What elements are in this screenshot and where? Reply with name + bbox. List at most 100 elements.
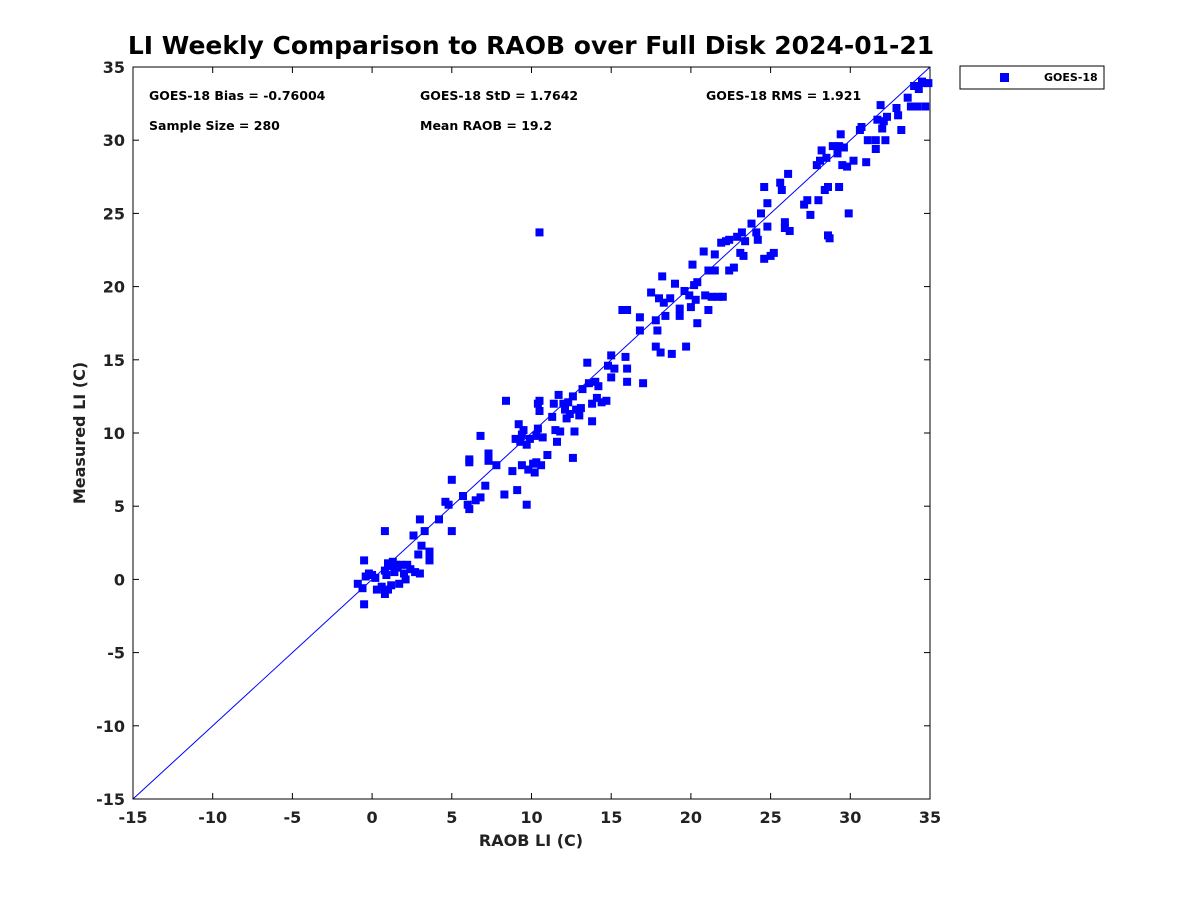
data-point bbox=[414, 551, 422, 559]
data-point bbox=[636, 313, 644, 321]
data-point bbox=[536, 407, 544, 415]
data-point bbox=[894, 111, 902, 119]
data-point bbox=[387, 581, 395, 589]
data-point bbox=[741, 237, 749, 245]
data-point bbox=[513, 486, 521, 494]
data-point bbox=[752, 228, 760, 236]
stat-sample-size: Sample Size = 280 bbox=[149, 118, 280, 133]
data-point bbox=[924, 79, 932, 87]
data-point bbox=[676, 305, 684, 313]
x-tick-label: -15 bbox=[119, 808, 148, 827]
data-point bbox=[485, 450, 493, 458]
stat-rms: GOES-18 RMS = 1.921 bbox=[706, 88, 861, 103]
y-tick-label: -15 bbox=[96, 790, 125, 809]
data-point bbox=[502, 397, 510, 405]
data-point bbox=[534, 425, 542, 433]
data-point bbox=[536, 228, 544, 236]
y-tick-label: -5 bbox=[107, 644, 125, 663]
y-axis-label: Measured LI (C) bbox=[70, 362, 89, 504]
data-point bbox=[550, 400, 558, 408]
legend: GOES-18 bbox=[960, 66, 1104, 89]
data-point bbox=[700, 248, 708, 256]
data-point bbox=[676, 312, 684, 320]
data-point bbox=[531, 469, 539, 477]
stat-mean-raob: Mean RAOB = 19.2 bbox=[420, 118, 552, 133]
data-point bbox=[778, 186, 786, 194]
data-point bbox=[623, 365, 631, 373]
data-point bbox=[738, 228, 746, 236]
data-point bbox=[520, 426, 528, 434]
data-point bbox=[693, 319, 701, 327]
data-point bbox=[575, 411, 583, 419]
data-point bbox=[539, 433, 547, 441]
data-point bbox=[692, 296, 700, 304]
data-point bbox=[381, 527, 389, 535]
data-point bbox=[577, 404, 585, 412]
data-point bbox=[657, 349, 665, 357]
data-points bbox=[354, 78, 933, 609]
x-tick-label: 5 bbox=[446, 808, 457, 827]
data-point bbox=[689, 261, 697, 269]
chart-title: LI Weekly Comparison to RAOB over Full D… bbox=[128, 31, 934, 60]
stat-bias: GOES-18 Bias = -0.76004 bbox=[149, 88, 326, 103]
data-point bbox=[845, 209, 853, 217]
data-point bbox=[418, 542, 426, 550]
data-point bbox=[725, 236, 733, 244]
x-axis-label: RAOB LI (C) bbox=[479, 831, 583, 850]
data-point bbox=[548, 413, 556, 421]
data-point bbox=[921, 103, 929, 111]
data-point bbox=[647, 289, 655, 297]
data-point bbox=[711, 250, 719, 258]
y-axis-ticks: -15-10-505101520253035 bbox=[96, 58, 930, 809]
data-point bbox=[666, 294, 674, 302]
data-point bbox=[877, 101, 885, 109]
data-point bbox=[536, 397, 544, 405]
data-point bbox=[862, 158, 870, 166]
x-tick-label: 20 bbox=[680, 808, 702, 827]
data-point bbox=[402, 575, 410, 583]
data-point bbox=[569, 454, 577, 462]
y-tick-label: 15 bbox=[103, 351, 125, 370]
data-point bbox=[872, 136, 880, 144]
data-point bbox=[623, 378, 631, 386]
data-point bbox=[760, 183, 768, 191]
data-point bbox=[569, 392, 577, 400]
legend-label-goes-18: GOES-18 bbox=[1044, 71, 1098, 84]
data-point bbox=[537, 461, 545, 469]
data-point bbox=[730, 264, 738, 272]
data-point bbox=[553, 438, 561, 446]
data-point bbox=[543, 451, 551, 459]
y-tick-label: 30 bbox=[103, 131, 125, 150]
data-point bbox=[658, 272, 666, 280]
data-point bbox=[704, 306, 712, 314]
data-point bbox=[571, 428, 579, 436]
data-point bbox=[806, 211, 814, 219]
data-point bbox=[485, 457, 493, 465]
data-point bbox=[763, 199, 771, 207]
data-point bbox=[523, 501, 531, 509]
data-point bbox=[878, 125, 886, 133]
legend-marker-goes-18 bbox=[1000, 73, 1009, 82]
x-tick-label: -5 bbox=[284, 808, 302, 827]
data-point bbox=[748, 220, 756, 228]
data-point bbox=[639, 379, 647, 387]
data-point bbox=[360, 556, 368, 564]
data-point bbox=[459, 492, 467, 500]
data-point bbox=[448, 527, 456, 535]
data-point bbox=[822, 154, 830, 162]
data-point bbox=[636, 327, 644, 335]
data-point bbox=[623, 306, 631, 314]
data-point bbox=[416, 570, 424, 578]
data-point bbox=[719, 293, 727, 301]
x-tick-label: 10 bbox=[520, 808, 542, 827]
data-point bbox=[913, 103, 921, 111]
data-point bbox=[837, 130, 845, 138]
data-point bbox=[770, 249, 778, 257]
data-point bbox=[359, 584, 367, 592]
data-point bbox=[881, 136, 889, 144]
data-point bbox=[500, 491, 508, 499]
data-point bbox=[883, 113, 891, 121]
data-point bbox=[465, 505, 473, 513]
data-point bbox=[588, 417, 596, 425]
data-point bbox=[465, 458, 473, 466]
